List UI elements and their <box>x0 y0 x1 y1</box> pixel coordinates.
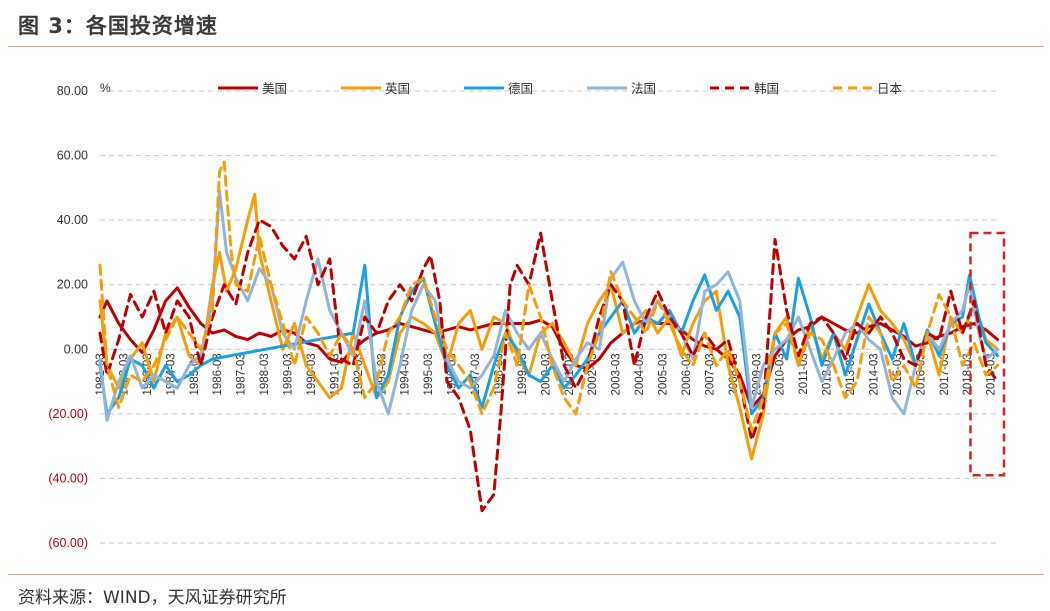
investment-growth-line-chart: 80.00 60.00 40.00 20.00 0.00 (20.00) (40.00) (6… <box>48 81 1006 550</box>
series-lines <box>98 160 1000 513</box>
x-tick-label: 1987-03 <box>236 353 248 395</box>
legend-label: 法国 <box>631 81 656 96</box>
x-tick-label: 2006-03 <box>681 353 693 395</box>
y-tick-label: 40.00 <box>57 213 88 227</box>
legend-label: 美国 <box>262 81 287 96</box>
x-tick-label: 1986-03 <box>212 353 224 395</box>
y-tick-label: 20.00 <box>57 278 88 292</box>
x-tick-label: 2005-03 <box>658 353 670 395</box>
y-tick-label: (20.00) <box>48 407 88 421</box>
x-tick-label: 2011-03 <box>798 353 810 394</box>
y-tick-label: 80.00 <box>57 84 88 98</box>
x-tick-label: 2004-03 <box>634 353 646 395</box>
y-unit-label: % <box>100 81 111 95</box>
x-tick-label: 2014-03 <box>868 353 880 395</box>
x-tick-label: 2002-03 <box>587 353 599 395</box>
figure-title: 图 3：各国投资增速 <box>18 14 218 38</box>
x-tick-label: 1988-03 <box>259 353 271 395</box>
y-tick-label: 0.00 <box>64 342 88 356</box>
x-tick-label: 1991-03 <box>329 353 341 395</box>
x-tick-label: 2007-03 <box>704 353 716 395</box>
legend-label: 韩国 <box>754 81 779 96</box>
x-tick-label: 2010-03 <box>775 353 787 395</box>
y-tick-label: (40.00) <box>48 471 88 485</box>
y-tick-label: 60.00 <box>57 149 88 163</box>
legend-label: 英国 <box>385 81 410 96</box>
source-note: 资料来源：WIND，天风证券研究所 <box>18 588 287 608</box>
x-tick-label: 2009-03 <box>751 353 763 395</box>
y-tick-label: (60.00) <box>48 536 88 550</box>
series-line-6 <box>98 160 1000 432</box>
title-divider <box>8 46 1044 47</box>
series-line-2 <box>98 192 1000 461</box>
highlight-box <box>969 231 1006 477</box>
x-tick-label: 1989-03 <box>283 353 295 395</box>
y-axis-ticks: 80.00 60.00 40.00 20.00 0.00 (20.00) (40.00) (6… <box>48 84 88 550</box>
legend-label: 日本 <box>877 81 903 96</box>
x-tick-label: 2003-03 <box>611 353 623 395</box>
highlight-rect <box>969 231 1006 477</box>
x-tick-label: 1994-03 <box>400 353 412 395</box>
legend-label: 德国 <box>508 81 533 96</box>
series-line-5 <box>98 218 1000 513</box>
footer-divider <box>8 574 1044 575</box>
x-tick-label: 1999-03 <box>517 353 529 395</box>
x-tick-label: 1995-03 <box>423 353 435 395</box>
x-tick-label: 2016-03 <box>915 353 927 395</box>
legend: 美国 英国 德国 法国 韩国 日本 <box>218 81 903 96</box>
